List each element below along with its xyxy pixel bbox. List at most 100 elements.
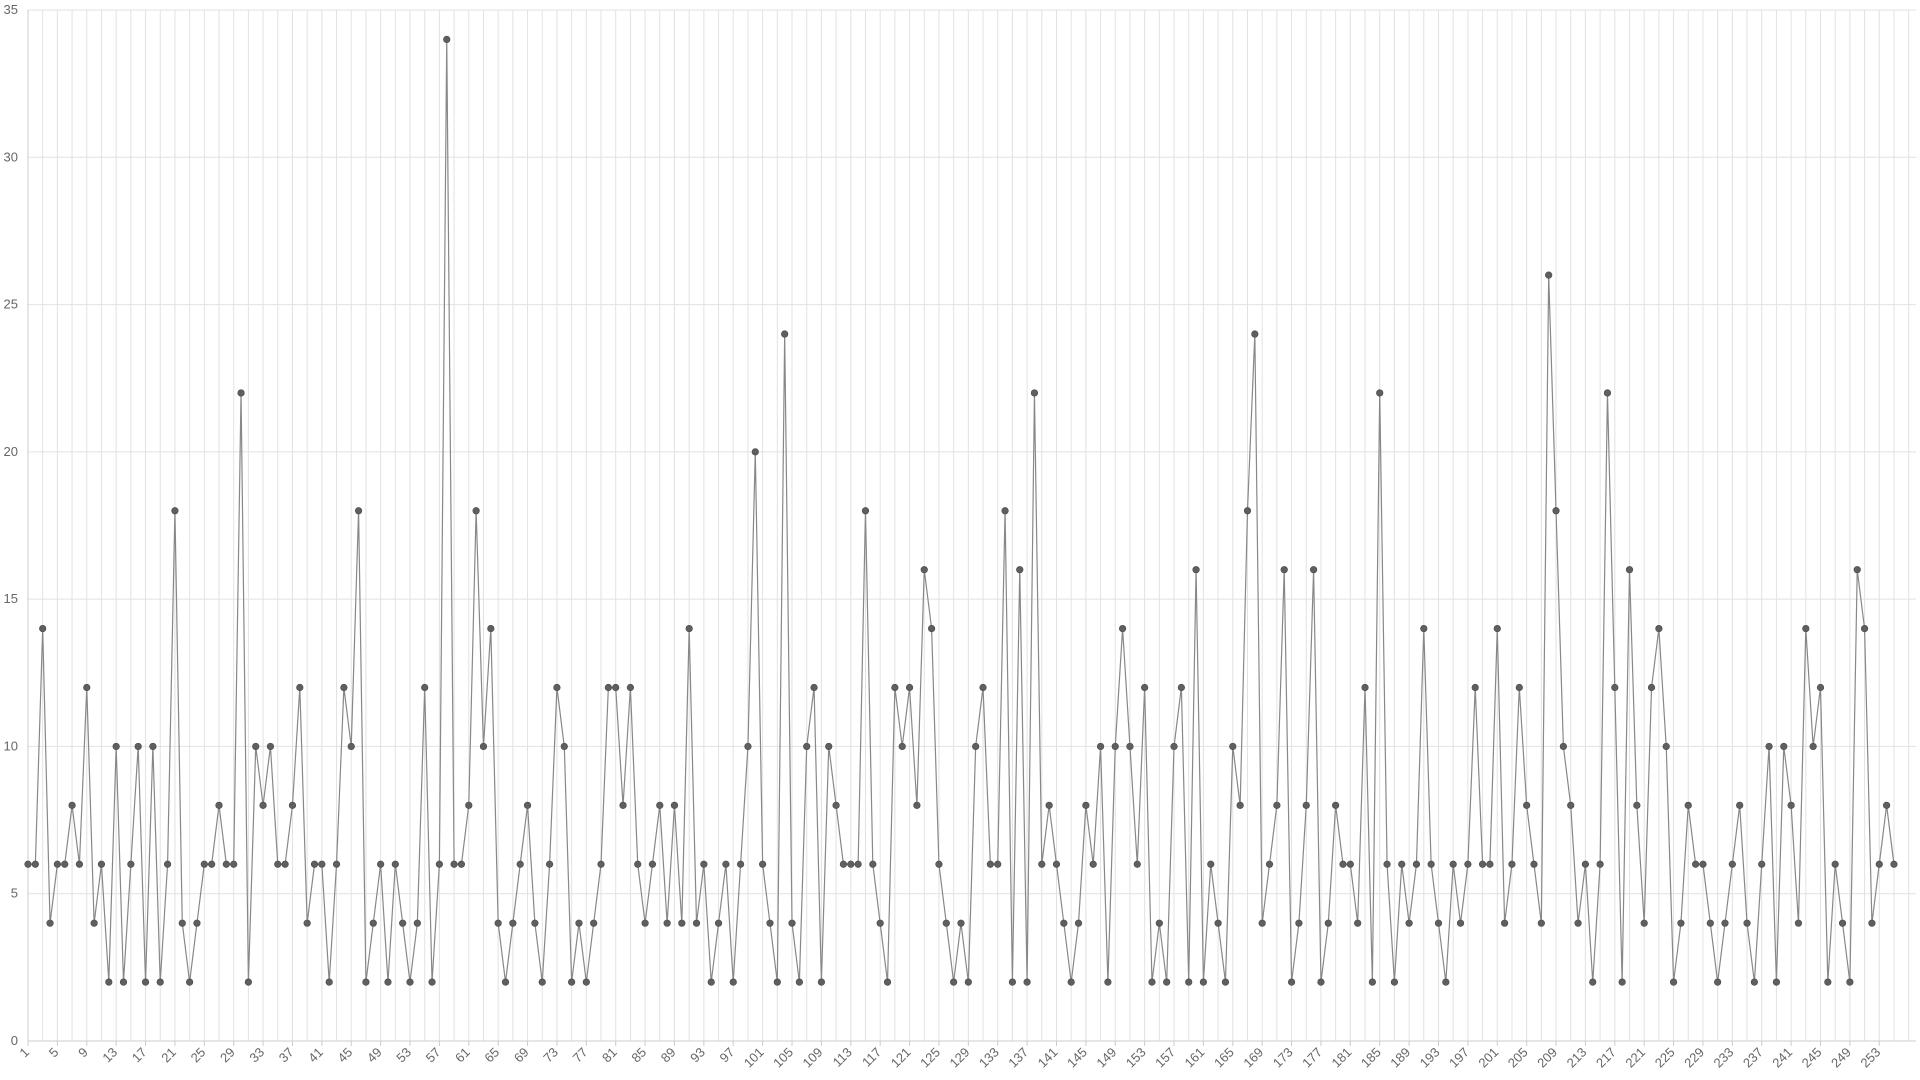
data-point (1662, 742, 1670, 751)
data-point (391, 860, 399, 868)
data-point (707, 978, 715, 986)
data-point (186, 978, 194, 986)
data-point (310, 860, 319, 868)
data-point (487, 624, 495, 633)
x-tick-label: 61 (452, 1045, 473, 1066)
data-point (1280, 566, 1288, 574)
data-point (1596, 860, 1604, 868)
data-point (384, 978, 392, 986)
data-point (1412, 860, 1421, 868)
x-tick-label: 185 (1358, 1045, 1384, 1071)
data-point (1302, 801, 1310, 809)
data-point (1177, 683, 1185, 692)
data-point (105, 978, 113, 986)
data-point (237, 389, 245, 397)
data-point (362, 978, 370, 986)
data-point (1618, 978, 1626, 986)
data-point (634, 860, 642, 868)
data-point (1478, 860, 1487, 868)
data-point (1207, 860, 1215, 868)
data-point (509, 919, 517, 927)
data-point (905, 683, 914, 692)
data-point (1089, 860, 1097, 868)
data-point (619, 801, 627, 809)
data-point (1809, 742, 1817, 751)
data-point (1141, 683, 1149, 692)
data-point (1758, 860, 1766, 868)
data-point (354, 507, 363, 515)
data-point (979, 683, 987, 692)
data-point (1060, 919, 1068, 927)
x-tick-label: 77 (570, 1045, 591, 1066)
data-point (501, 978, 510, 986)
data-point (1589, 978, 1597, 986)
data-point (736, 860, 745, 868)
data-point (171, 507, 179, 515)
data-point (1831, 860, 1839, 868)
data-point (1603, 389, 1612, 397)
data-point (1860, 624, 1869, 633)
x-tick-label: 1 (16, 1045, 32, 1061)
data-point (1493, 624, 1501, 633)
data-point (744, 742, 752, 751)
x-tick-label: 29 (217, 1045, 238, 1066)
data-point (406, 978, 414, 986)
data-point (1074, 919, 1083, 927)
data-point (523, 801, 532, 809)
data-point (1890, 860, 1898, 868)
data-point (1038, 860, 1046, 868)
y-tick-label: 30 (4, 149, 18, 164)
data-point (972, 742, 980, 751)
data-point (1552, 507, 1560, 515)
data-point (296, 683, 304, 692)
data-point (266, 742, 275, 751)
data-point (604, 683, 612, 692)
data-point (472, 507, 480, 515)
data-point (1750, 978, 1758, 986)
data-point (230, 860, 238, 868)
data-point (773, 978, 781, 986)
data-point (1787, 801, 1795, 809)
data-point (1317, 978, 1325, 986)
data-point (1736, 801, 1744, 809)
x-tick-label: 145 (1064, 1045, 1090, 1071)
data-point (516, 860, 524, 868)
data-point (1214, 919, 1222, 927)
data-point (678, 919, 686, 927)
data-point (83, 683, 91, 692)
data-point (399, 919, 407, 927)
data-point (377, 860, 385, 868)
data-point (1714, 978, 1722, 986)
data-point (494, 919, 502, 927)
x-tick-label: 17 (129, 1045, 150, 1066)
x-tick-label: 229 (1681, 1045, 1707, 1071)
data-point (75, 860, 84, 868)
data-point (1111, 742, 1119, 751)
data-point (663, 919, 671, 927)
data-point (97, 860, 106, 868)
data-point (883, 978, 892, 986)
data-point (332, 860, 341, 868)
data-point (994, 860, 1002, 868)
data-point (1045, 801, 1053, 809)
data-point (325, 978, 333, 986)
data-point (318, 860, 326, 868)
x-tick-label: 241 (1769, 1045, 1795, 1071)
data-point (46, 919, 54, 927)
x-tick-label: 105 (770, 1045, 796, 1071)
data-point (685, 624, 693, 633)
data-point (700, 860, 708, 868)
x-tick-label: 21 (158, 1045, 179, 1066)
data-point (692, 919, 701, 927)
data-point (964, 978, 972, 986)
data-point (413, 919, 421, 927)
data-point (839, 860, 848, 868)
data-point (913, 801, 921, 809)
data-point (538, 978, 546, 986)
y-tick-label: 35 (4, 2, 18, 17)
x-tick-label: 45 (335, 1045, 356, 1066)
data-point (582, 978, 590, 986)
data-point (590, 919, 598, 927)
data-point (568, 978, 576, 986)
